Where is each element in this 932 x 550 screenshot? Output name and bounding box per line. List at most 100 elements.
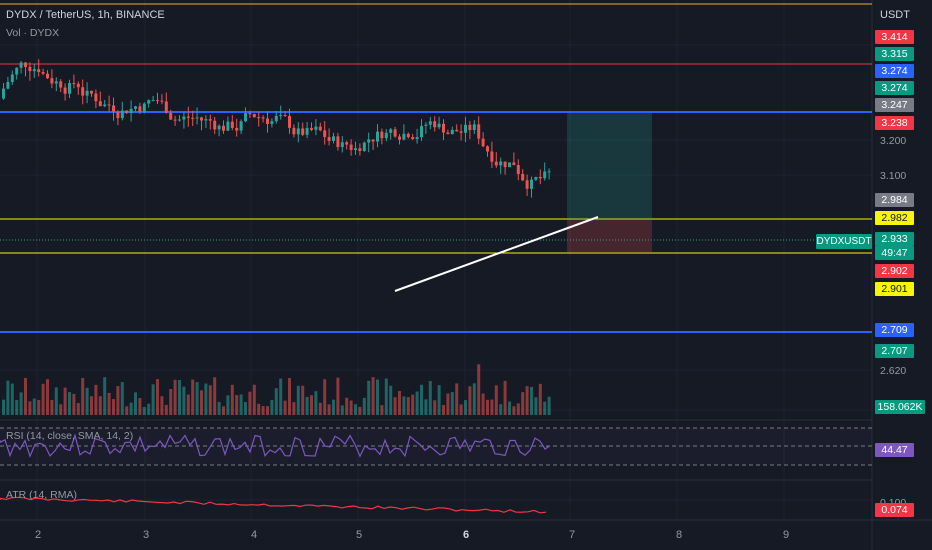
volume-bar	[164, 404, 168, 415]
candle-body	[424, 124, 428, 126]
price-tag: 3.274	[875, 81, 914, 95]
candle-body	[226, 121, 230, 131]
volume-bar	[76, 403, 80, 415]
candle-body	[85, 90, 89, 96]
volume-bar	[486, 399, 489, 415]
volume-bar	[85, 387, 89, 415]
time-axis-label: 3	[143, 529, 150, 541]
candle-body	[384, 132, 388, 139]
candle-body	[186, 116, 190, 118]
volume-bar	[415, 391, 419, 415]
volume-bar	[28, 401, 32, 415]
price-tag: 3.238	[875, 116, 914, 130]
volume-bar	[81, 377, 85, 415]
candle-body	[345, 142, 349, 145]
candle-body	[50, 78, 54, 84]
candle-body	[336, 136, 340, 148]
candle-body	[415, 137, 419, 140]
volume-bar	[257, 403, 261, 415]
candle-body	[406, 133, 410, 138]
volume-bar	[72, 393, 76, 415]
volume-bar	[46, 379, 49, 415]
candle-body	[411, 137, 415, 140]
candle-body	[41, 72, 45, 74]
price-tag: 2.707	[875, 344, 914, 358]
candle-body	[481, 138, 485, 147]
volume-bar	[534, 397, 538, 415]
volume-bar	[266, 406, 269, 415]
candle-body	[371, 139, 375, 142]
candle-body	[6, 81, 10, 89]
volume-bar	[279, 378, 283, 415]
candle-body	[314, 126, 318, 130]
volume-bar	[151, 384, 155, 415]
candle-body	[195, 117, 199, 119]
volume-bar	[464, 400, 467, 415]
candle-body	[266, 118, 269, 124]
price-axis-label: 3.100	[880, 170, 907, 182]
candle-body	[534, 176, 538, 180]
time-axis-label: 4	[251, 529, 258, 541]
currency-label[interactable]: USDT	[880, 9, 910, 21]
candle-body	[274, 115, 278, 122]
volume-bar	[481, 393, 485, 415]
candle-body	[279, 115, 283, 117]
candle-body	[19, 62, 23, 68]
candle-body	[283, 115, 287, 117]
candle-body	[129, 108, 133, 114]
atr-indicator-label[interactable]: ATR (14, RMA)	[6, 489, 77, 501]
volume-bar	[367, 380, 371, 415]
candle-body	[217, 125, 221, 130]
volume-bar	[235, 395, 239, 415]
volume-bar	[37, 400, 41, 415]
candle-body	[494, 161, 498, 166]
candle-body	[301, 128, 305, 135]
candle-body	[376, 131, 379, 142]
volume-bar	[116, 386, 120, 415]
volume-bar	[428, 381, 432, 415]
volume-bar	[98, 396, 102, 415]
candle-body	[239, 121, 243, 131]
volume-indicator-label[interactable]: Vol · DYDX	[6, 27, 60, 39]
volume-bar	[433, 400, 437, 415]
price-tag: 2.984	[875, 193, 914, 207]
symbol-title[interactable]: DYDX / TetherUS, 1h, BINANCE	[6, 9, 165, 21]
volume-bar	[125, 406, 129, 415]
candle-body	[142, 103, 146, 112]
rsi-indicator-label[interactable]: RSI (14, close, SMA, 14, 2)	[6, 430, 134, 442]
candle-body	[547, 171, 551, 173]
time-axis-label: 2	[35, 529, 42, 541]
volume-bar	[508, 401, 511, 415]
candle-body	[305, 128, 309, 135]
candle-body	[490, 151, 494, 162]
candle-body	[248, 113, 252, 115]
volume-bar	[503, 380, 507, 415]
candle-body	[59, 81, 63, 88]
candle-body	[173, 119, 177, 121]
candle-body	[437, 123, 441, 128]
candle-body	[516, 165, 520, 175]
volume-bar	[538, 383, 542, 415]
price-axis-label: 2.620	[880, 365, 907, 377]
candle-body	[450, 129, 454, 135]
time-axis-label: 6	[463, 529, 470, 541]
atr-value-tag: 0.074	[875, 503, 914, 517]
volume-bar	[442, 404, 445, 415]
candle-body	[138, 106, 142, 112]
candle-body	[208, 119, 212, 121]
candle-body	[151, 100, 155, 102]
candle-body	[37, 69, 41, 73]
candle-body	[2, 88, 5, 99]
candle-body	[362, 142, 366, 151]
candle-body	[169, 112, 173, 120]
volume-bar	[525, 386, 529, 415]
volume-bar	[59, 404, 63, 415]
volume-bar	[191, 379, 195, 415]
volume-bar	[323, 379, 327, 415]
trend-line	[394, 216, 599, 292]
volume-bar	[477, 364, 481, 415]
volume-bar	[332, 399, 335, 415]
candle-body	[446, 132, 450, 135]
